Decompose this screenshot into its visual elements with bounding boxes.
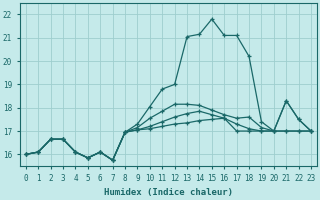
X-axis label: Humidex (Indice chaleur): Humidex (Indice chaleur): [104, 188, 233, 197]
